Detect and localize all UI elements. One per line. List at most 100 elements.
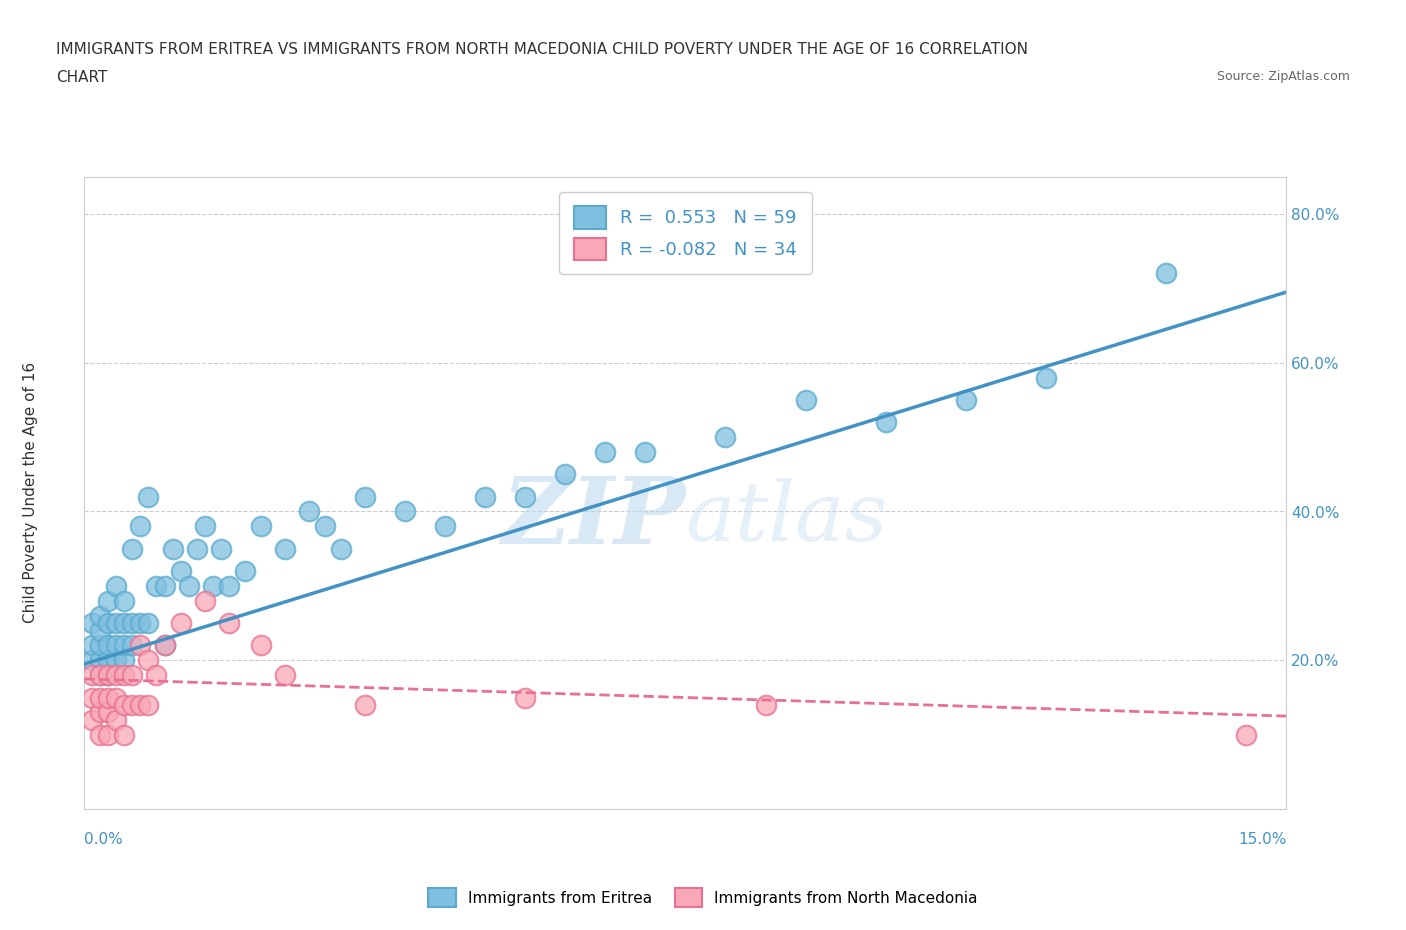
- Point: [595, 445, 617, 459]
- Point: [89, 727, 111, 742]
- Point: [794, 392, 817, 407]
- Point: [89, 638, 111, 653]
- Point: [177, 578, 200, 593]
- Point: [145, 668, 167, 683]
- Point: [105, 578, 128, 593]
- Point: [97, 727, 120, 742]
- Point: [714, 430, 737, 445]
- Point: [82, 638, 104, 653]
- Point: [97, 616, 120, 631]
- Point: [314, 519, 336, 534]
- Legend: Immigrants from Eritrea, Immigrants from North Macedonia: Immigrants from Eritrea, Immigrants from…: [422, 883, 984, 913]
- Point: [89, 623, 111, 638]
- Point: [129, 698, 152, 712]
- Point: [218, 578, 240, 593]
- Point: [121, 638, 143, 653]
- Point: [97, 653, 120, 668]
- Point: [114, 668, 135, 683]
- Point: [97, 690, 120, 705]
- Point: [89, 690, 111, 705]
- Legend: R =  0.553   N = 59, R = -0.082   N = 34: R = 0.553 N = 59, R = -0.082 N = 34: [560, 193, 811, 274]
- Point: [274, 541, 297, 556]
- Point: [329, 541, 352, 556]
- Point: [82, 712, 104, 727]
- Point: [89, 705, 111, 720]
- Point: [97, 638, 120, 653]
- Point: [121, 616, 143, 631]
- Point: [875, 415, 897, 430]
- Point: [209, 541, 232, 556]
- Point: [249, 519, 271, 534]
- Point: [153, 638, 176, 653]
- Text: CHART: CHART: [56, 70, 108, 85]
- Point: [114, 653, 135, 668]
- Point: [145, 578, 167, 593]
- Point: [755, 698, 778, 712]
- Point: [105, 668, 128, 683]
- Point: [194, 593, 217, 608]
- Point: [114, 638, 135, 653]
- Point: [82, 653, 104, 668]
- Point: [105, 616, 128, 631]
- Point: [1156, 266, 1178, 281]
- Point: [89, 653, 111, 668]
- Point: [138, 489, 160, 504]
- Point: [138, 698, 160, 712]
- Point: [97, 593, 120, 608]
- Point: [121, 541, 143, 556]
- Point: [82, 690, 104, 705]
- Point: [121, 698, 143, 712]
- Point: [474, 489, 496, 504]
- Point: [105, 712, 128, 727]
- Point: [1035, 370, 1057, 385]
- Point: [114, 593, 135, 608]
- Point: [114, 698, 135, 712]
- Point: [105, 638, 128, 653]
- Text: 15.0%: 15.0%: [1239, 831, 1286, 847]
- Point: [162, 541, 184, 556]
- Point: [129, 519, 152, 534]
- Point: [249, 638, 271, 653]
- Point: [97, 668, 120, 683]
- Point: [394, 504, 416, 519]
- Point: [97, 705, 120, 720]
- Point: [298, 504, 321, 519]
- Text: ZIP: ZIP: [501, 473, 686, 564]
- Point: [89, 608, 111, 623]
- Point: [515, 690, 537, 705]
- Point: [194, 519, 217, 534]
- Point: [153, 578, 176, 593]
- Text: Child Poverty Under the Age of 16: Child Poverty Under the Age of 16: [22, 363, 38, 623]
- Point: [153, 638, 176, 653]
- Point: [169, 564, 191, 578]
- Point: [1234, 727, 1257, 742]
- Point: [138, 653, 160, 668]
- Point: [138, 616, 160, 631]
- Point: [114, 727, 135, 742]
- Point: [186, 541, 208, 556]
- Point: [169, 616, 191, 631]
- Point: [114, 616, 135, 631]
- Point: [129, 638, 152, 653]
- Point: [129, 616, 152, 631]
- Point: [121, 668, 143, 683]
- Text: atlas: atlas: [686, 478, 887, 558]
- Point: [105, 690, 128, 705]
- Point: [274, 668, 297, 683]
- Text: IMMIGRANTS FROM ERITREA VS IMMIGRANTS FROM NORTH MACEDONIA CHILD POVERTY UNDER T: IMMIGRANTS FROM ERITREA VS IMMIGRANTS FR…: [56, 42, 1028, 57]
- Point: [233, 564, 256, 578]
- Point: [82, 616, 104, 631]
- Point: [105, 653, 128, 668]
- Point: [201, 578, 224, 593]
- Point: [89, 668, 111, 683]
- Point: [218, 616, 240, 631]
- Point: [554, 467, 576, 482]
- Point: [515, 489, 537, 504]
- Point: [354, 489, 377, 504]
- Text: Source: ZipAtlas.com: Source: ZipAtlas.com: [1216, 70, 1350, 83]
- Text: 0.0%: 0.0%: [84, 831, 124, 847]
- Point: [354, 698, 377, 712]
- Point: [955, 392, 977, 407]
- Point: [434, 519, 457, 534]
- Point: [89, 668, 111, 683]
